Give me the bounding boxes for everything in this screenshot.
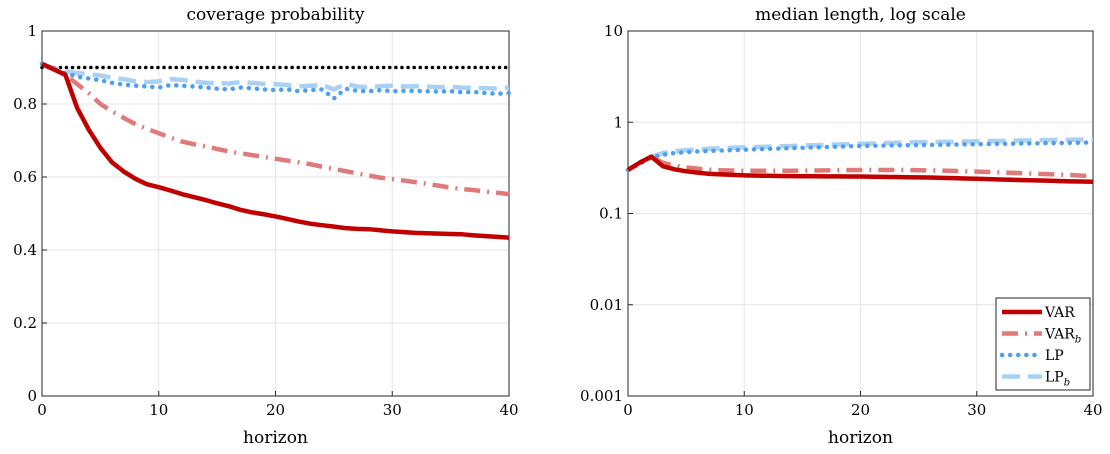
y-tick-label: 0.8 bbox=[13, 95, 37, 113]
legend-label-var_b: VARb bbox=[1044, 327, 1081, 346]
y-tick-label: 0 bbox=[27, 387, 37, 405]
series-line-var_b bbox=[41, 61, 510, 197]
x-tick-label: 10 bbox=[735, 401, 754, 419]
y-tick-label: 1 bbox=[613, 113, 623, 131]
x-tick-label: 20 bbox=[266, 401, 285, 419]
x-tick-label: 10 bbox=[149, 401, 168, 419]
series-line-var_b bbox=[626, 154, 1094, 179]
series-line-var bbox=[41, 61, 510, 240]
x-axis-label: horizon bbox=[243, 428, 308, 448]
series-line-lp bbox=[625, 140, 1096, 173]
x-tick-label: 40 bbox=[499, 401, 518, 419]
y-tick-label: 10 bbox=[604, 22, 623, 40]
series-line-lp_b bbox=[41, 61, 510, 92]
tick-labels: 0 10 20 30 40 0 0.2 0.4 0.6 0.8 1 bbox=[13, 22, 518, 419]
chart-title: median length, log scale bbox=[755, 5, 966, 25]
x-tick-label: 20 bbox=[851, 401, 870, 419]
legend-label-lp_b: LPb bbox=[1045, 370, 1070, 389]
y-tick-label: 0.1 bbox=[599, 205, 623, 223]
legend-label-var: VAR bbox=[1044, 305, 1075, 321]
median-length-chart: median length, log scale 0 10 20 30 400.0010… bbox=[580, 5, 1103, 448]
grid bbox=[42, 31, 509, 396]
chart-title: coverage probability bbox=[187, 5, 365, 25]
series-line-lp bbox=[39, 61, 512, 101]
x-tick-label: 30 bbox=[967, 401, 986, 419]
y-tick-label: 0.01 bbox=[590, 296, 623, 314]
tick-labels: 0 10 20 30 40 0.001 0.01 0.1 1 10 bbox=[580, 22, 1103, 419]
y-tick-label: 0.001 bbox=[580, 387, 623, 405]
series-lines bbox=[625, 137, 1096, 184]
coverage-probability-chart: coverage probability 0 10 20 30 40 0 0.2 0.4 0.6… bbox=[13, 5, 518, 448]
legend: VAR VARb LP LPb bbox=[995, 297, 1091, 391]
x-tick-label: 30 bbox=[383, 401, 402, 419]
y-tick-label: 0.2 bbox=[13, 314, 37, 332]
x-axis-label: horizon bbox=[828, 428, 893, 448]
series-lines bbox=[39, 61, 512, 240]
y-tick-label: 0.6 bbox=[13, 168, 37, 186]
y-tick-label: 0.4 bbox=[13, 241, 37, 259]
legend-label-lp: LP bbox=[1045, 348, 1064, 364]
x-tick-label: 0 bbox=[37, 401, 47, 419]
series-line-var bbox=[626, 154, 1094, 184]
x-tick-label: 0 bbox=[623, 401, 633, 419]
x-tick-label: 40 bbox=[1083, 401, 1102, 419]
y-tick-label: 1 bbox=[27, 22, 37, 40]
